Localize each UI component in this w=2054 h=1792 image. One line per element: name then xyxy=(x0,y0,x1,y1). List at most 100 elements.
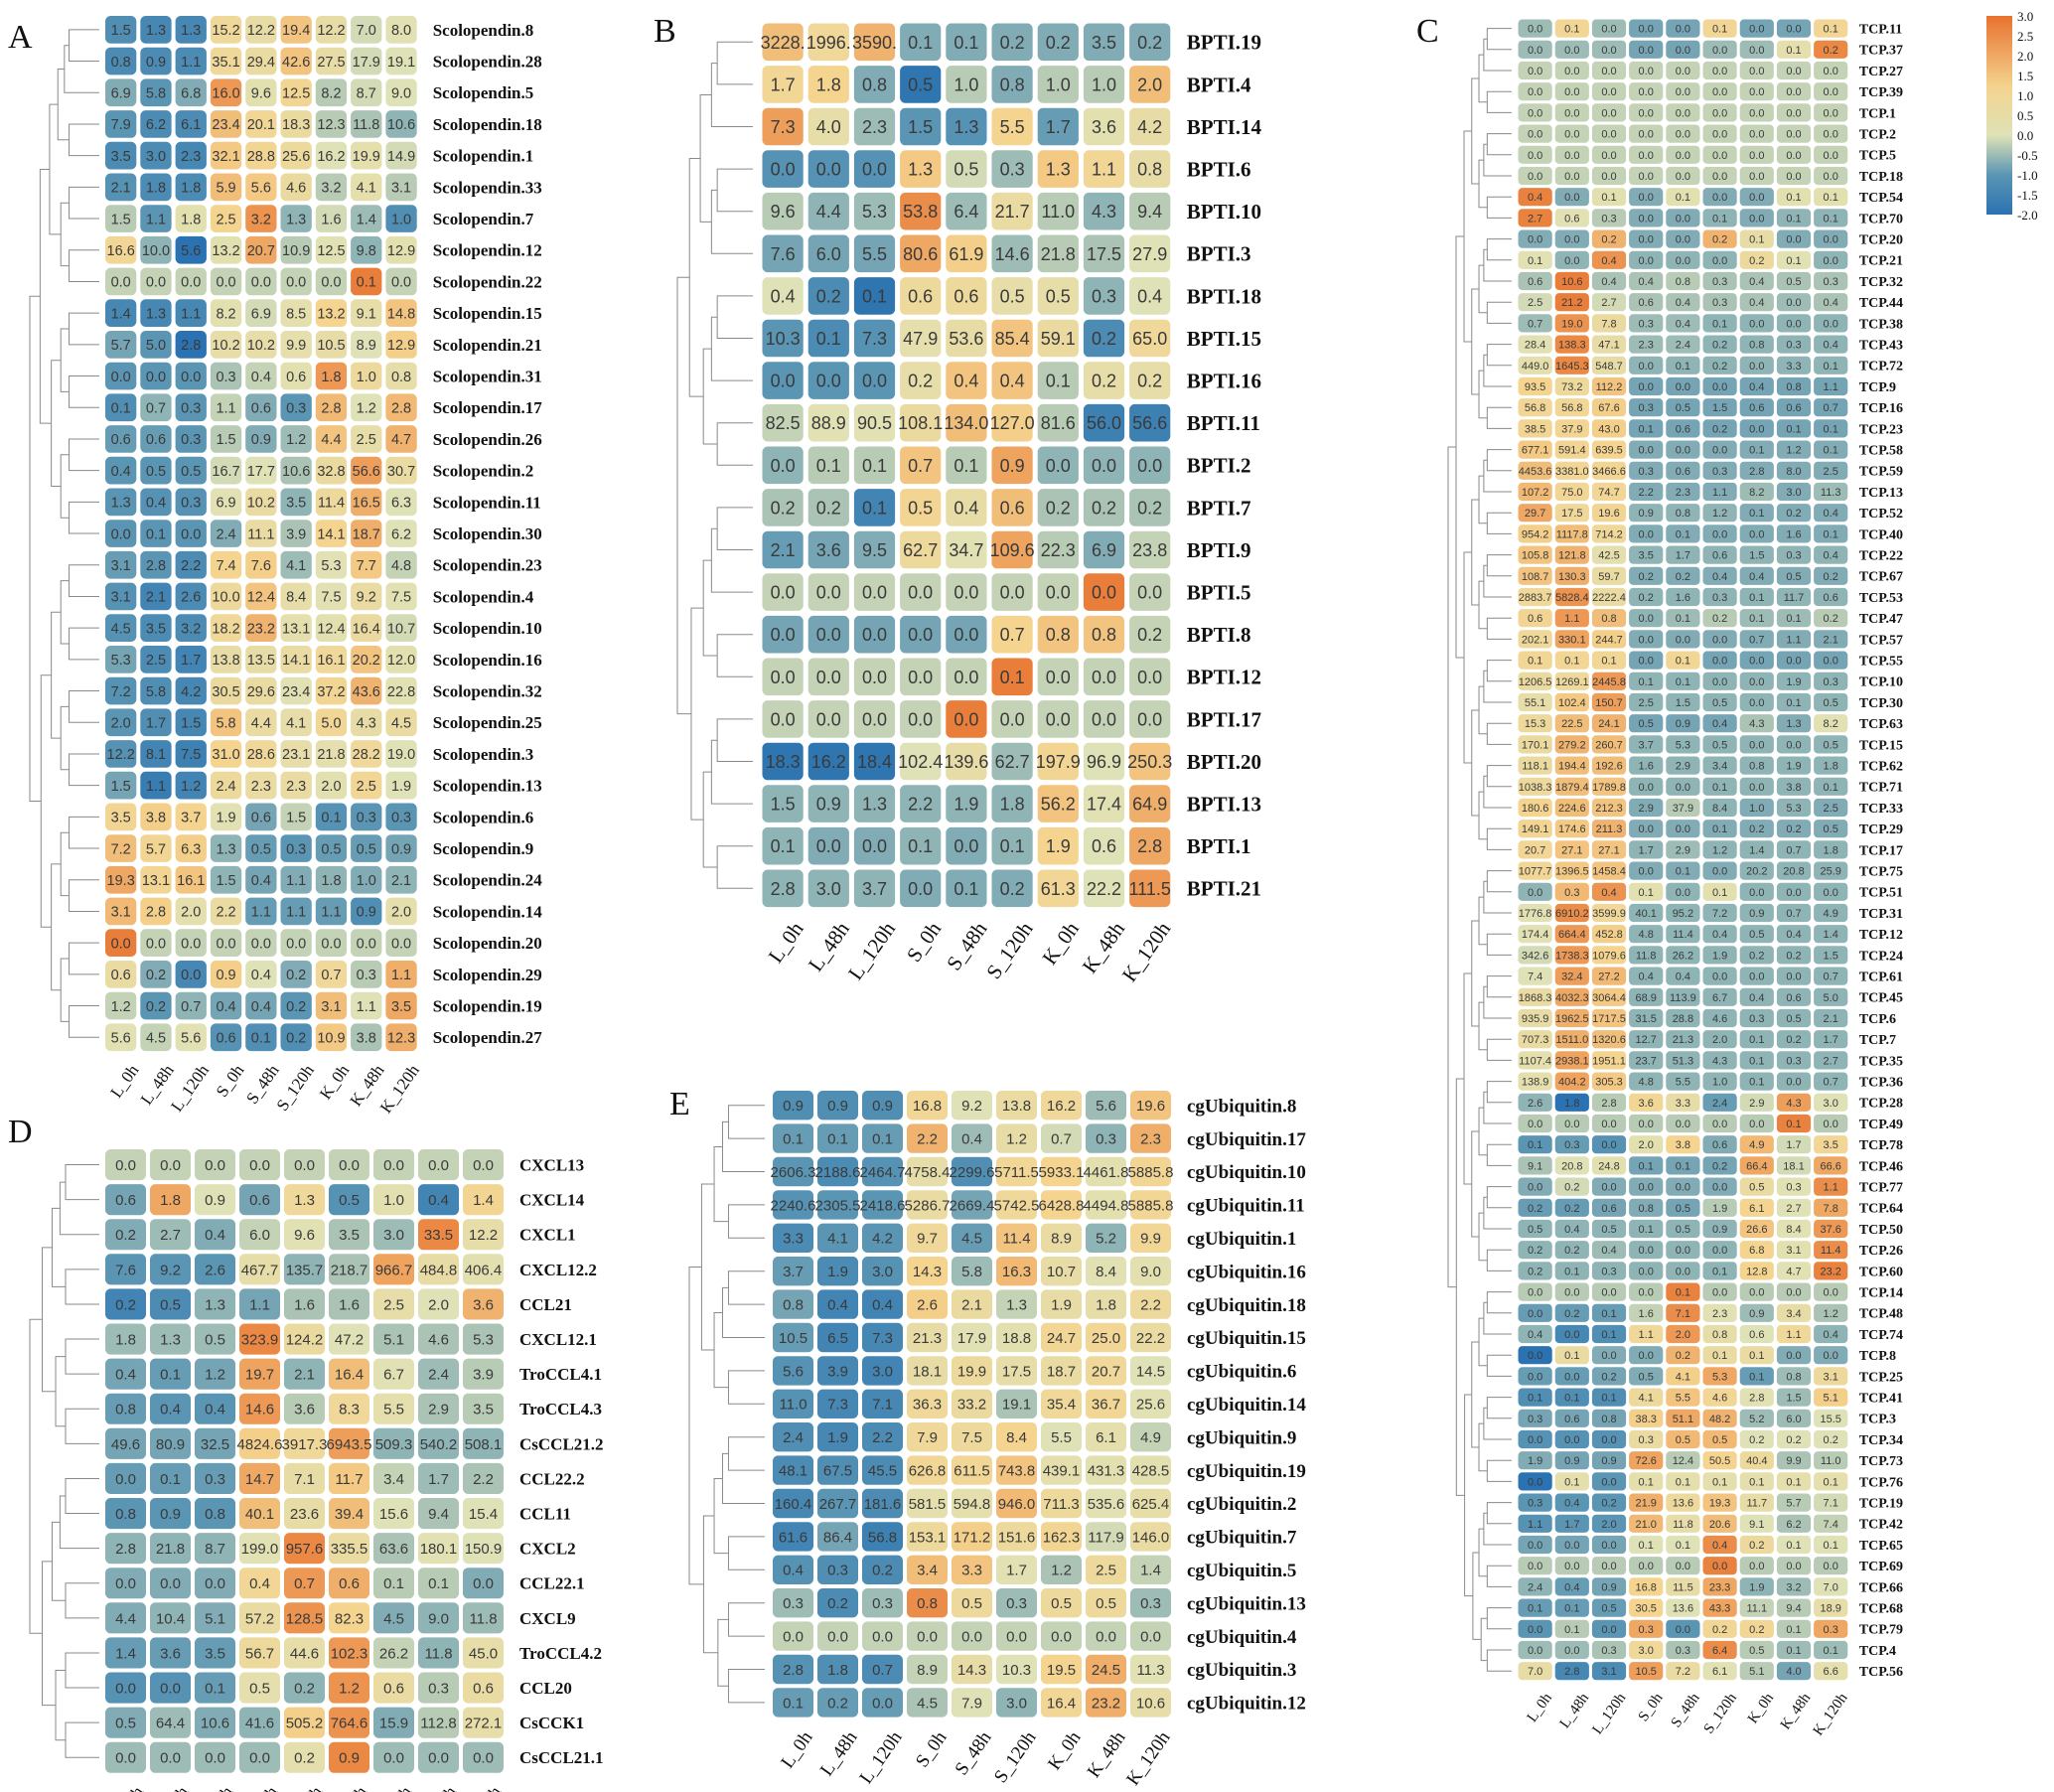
cell-value-label: 2.5 xyxy=(1824,803,1838,815)
row-label: Scolopendin.21 xyxy=(433,336,542,355)
heatmap-cell xyxy=(899,614,943,655)
heatmap-cell xyxy=(104,234,138,265)
cell-value-label: 4.6 xyxy=(1712,1013,1727,1025)
cell-value-label: 0.0 xyxy=(1786,887,1801,899)
heatmap-cell xyxy=(852,191,897,231)
cell-value-label: 0.0 xyxy=(1564,66,1579,77)
cell-value-label: 11.4 xyxy=(318,496,345,512)
cell-value-label: 1079.6 xyxy=(1592,950,1626,962)
cell-value-label: 0.0 xyxy=(1749,213,1764,224)
cell-value-label: 0.0 xyxy=(1046,456,1071,476)
cell-value-label: 0.9 xyxy=(816,795,841,815)
cell-value-label: 0.0 xyxy=(1639,866,1654,878)
dendrogram-branch xyxy=(688,1267,704,1585)
cell-value-label: 21.3 xyxy=(913,1330,942,1347)
cell-value-label: 1.5 xyxy=(181,715,201,731)
dendrogram-branch xyxy=(1471,1130,1480,1238)
row-label: Scolopendin.18 xyxy=(433,115,542,134)
cell-value-label: 0.1 xyxy=(1528,1393,1542,1405)
cell-value-label: 0.0 xyxy=(771,160,796,180)
cell-value-label: 14.6 xyxy=(995,244,1030,264)
cell-value-label: 0.2 xyxy=(286,999,306,1015)
heatmap-cell xyxy=(209,140,243,171)
cell-value-label: 2.6 xyxy=(1528,1098,1542,1110)
cell-value-label: 0.3 xyxy=(1000,160,1025,180)
column-label: S_0h xyxy=(902,917,947,967)
dendrogram-branch xyxy=(1455,1078,1465,1496)
cell-value-label: 0.0 xyxy=(816,372,841,391)
cell-value-label: 1.7 xyxy=(1824,1034,1838,1046)
heatmap-cell xyxy=(279,392,313,423)
cell-value-label: 5.3 xyxy=(862,202,887,222)
heatmap-cell xyxy=(279,645,313,674)
dendrogram-branch xyxy=(1478,1317,1488,1367)
dendrogram-branch xyxy=(65,1164,99,1201)
row-label: TCP.78 xyxy=(1859,1138,1903,1153)
dendrogram-branch xyxy=(700,1183,715,1351)
cell-value-label: 2.5 xyxy=(146,653,166,669)
heatmap-cell xyxy=(209,361,243,391)
heatmap-cell xyxy=(761,741,805,782)
cell-value-label: 2.0 xyxy=(1601,1519,1616,1531)
cell-value-label: 1.8 xyxy=(827,1662,848,1679)
cell-value-label: 0.9 xyxy=(1712,1224,1727,1236)
cell-value-label: 3.1 xyxy=(111,905,131,921)
cell-value-label: 3.5 xyxy=(473,1402,494,1419)
cell-value-label: 2.9 xyxy=(1676,761,1690,773)
heatmap-cell xyxy=(279,1022,313,1053)
cell-value-label: 8.5 xyxy=(286,306,306,322)
dendrogram-branch xyxy=(1483,670,1512,703)
cell-value-label: 0.0 xyxy=(1676,24,1690,36)
cell-value-label: 0.1 xyxy=(1786,1540,1801,1552)
cell-value-label: 134.0 xyxy=(944,413,988,433)
cell-value-label: 0.0 xyxy=(1712,971,1727,983)
cell-value-label: 3.9 xyxy=(827,1363,848,1380)
cell-value-label: 18.3 xyxy=(766,752,801,772)
cell-value-label: 0.0 xyxy=(1639,1182,1654,1194)
cell-value-label: 0.0 xyxy=(1137,583,1162,603)
cell-value-label: 127.0 xyxy=(990,413,1035,433)
cell-value-label: 0.0 xyxy=(783,1629,804,1646)
heatmap-cell xyxy=(104,455,138,486)
cell-value-label: 0.1 xyxy=(1528,1139,1542,1151)
cell-value-label: 0.5 xyxy=(961,1595,982,1612)
dendrogram-branch xyxy=(716,41,753,85)
heatmap-cell xyxy=(244,266,278,297)
heatmap-cell xyxy=(350,960,383,989)
heatmap-cell xyxy=(174,581,208,612)
cell-value-label: 13.2 xyxy=(317,306,345,322)
dendrogram-branch xyxy=(716,845,753,889)
dendrogram-branch xyxy=(60,454,70,519)
row-label: Scolopendin.4 xyxy=(433,587,534,606)
cell-value-label: 1.1 xyxy=(1786,634,1801,646)
cell-value-label: 1.8 xyxy=(1824,844,1838,856)
cell-value-label: 19.6 xyxy=(1598,508,1619,520)
heatmap-cell xyxy=(990,191,1034,231)
cell-value-label: 22.3 xyxy=(1041,540,1076,560)
cell-value-label: 0.5 xyxy=(1712,697,1727,709)
dendrogram-branch xyxy=(717,1618,729,1687)
cell-value-label: 0.1 xyxy=(1786,45,1801,57)
heatmap-cell xyxy=(384,645,418,674)
heatmap-cell xyxy=(945,22,988,63)
cell-value-label: 0.0 xyxy=(1639,66,1654,77)
cell-value-label: 13.1 xyxy=(142,873,170,889)
dendrogram-branch xyxy=(713,1311,729,1389)
heatmap-cell xyxy=(761,65,805,104)
cell-value-label: 0.0 xyxy=(1786,234,1801,246)
dendrogram-branch xyxy=(1486,870,1512,893)
cell-value-label: 15.3 xyxy=(1525,718,1545,730)
row-label: TCP.28 xyxy=(1859,1097,1903,1112)
dendrogram-branch xyxy=(727,1436,765,1471)
cell-value-label: 8.7 xyxy=(205,1541,225,1558)
cell-value-label: 0.0 xyxy=(1528,1182,1542,1194)
heatmap-cell xyxy=(1036,529,1080,570)
heatmap-cell xyxy=(279,928,313,958)
heatmap-cell xyxy=(279,896,313,927)
cell-value-label: 138.3 xyxy=(1558,340,1586,352)
cell-value-label: 1.2 xyxy=(1712,508,1727,520)
row-label: BPTI.1 xyxy=(1187,834,1251,858)
cell-value-label: 93.5 xyxy=(1525,381,1545,393)
cell-value-label: 0.1 xyxy=(1824,1645,1838,1657)
heatmap-cell xyxy=(761,276,805,316)
